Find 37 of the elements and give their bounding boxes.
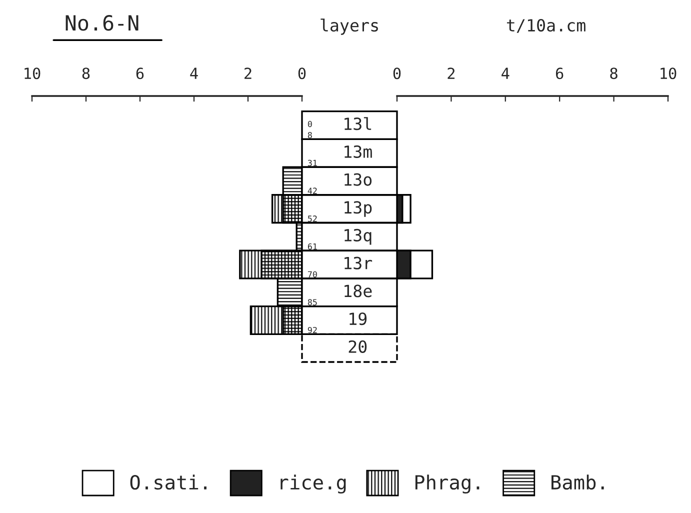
category-label: 13q [344, 228, 372, 245]
x-tick-label: 2 [244, 68, 252, 79]
category-label: 13m [344, 145, 372, 158]
x-tick-label: 8 [610, 68, 618, 80]
x-tick-label: 10 [660, 68, 676, 80]
category-label: 13p [344, 201, 372, 217]
category-label: 20 [348, 340, 367, 353]
category-label: 18e [344, 284, 372, 298]
text: 8 [308, 132, 312, 138]
x-tick-label: 0 [298, 68, 306, 80]
x-axis-title: t/10a.cm [506, 18, 586, 33]
x-tick-label: 10 [24, 68, 40, 80]
text: 0 [308, 120, 312, 128]
chart-title: No.6-N [66, 15, 138, 31]
legend-label: Phrag. [415, 474, 480, 494]
category-label: 19 [350, 312, 367, 326]
category-label: 13l [344, 117, 372, 130]
text: 61 [308, 243, 317, 250]
text: 42 [308, 188, 317, 194]
x-tick-label: 8 [82, 68, 90, 80]
x-tick-label: 4 [502, 68, 510, 79]
x-tick-label: 4 [190, 68, 198, 79]
text: 70 [308, 271, 317, 278]
x-tick-label: 2 [448, 68, 454, 79]
x-tick-label: 6 [136, 68, 144, 80]
x-tick-label: 0 [393, 68, 401, 80]
text: 85 [308, 299, 317, 306]
text: 92 [308, 326, 317, 334]
legend-label: rice.g [280, 474, 346, 494]
y-axis-title: layers [320, 18, 378, 35]
category-label: 13r [344, 256, 372, 270]
category-label: 13o [344, 173, 372, 186]
text: 31 [308, 160, 317, 166]
legend-label: Bamb. [552, 474, 604, 490]
legend-label: O.sati. [130, 474, 206, 490]
text: 52 [308, 216, 317, 222]
x-tick-label: 6 [556, 68, 564, 80]
